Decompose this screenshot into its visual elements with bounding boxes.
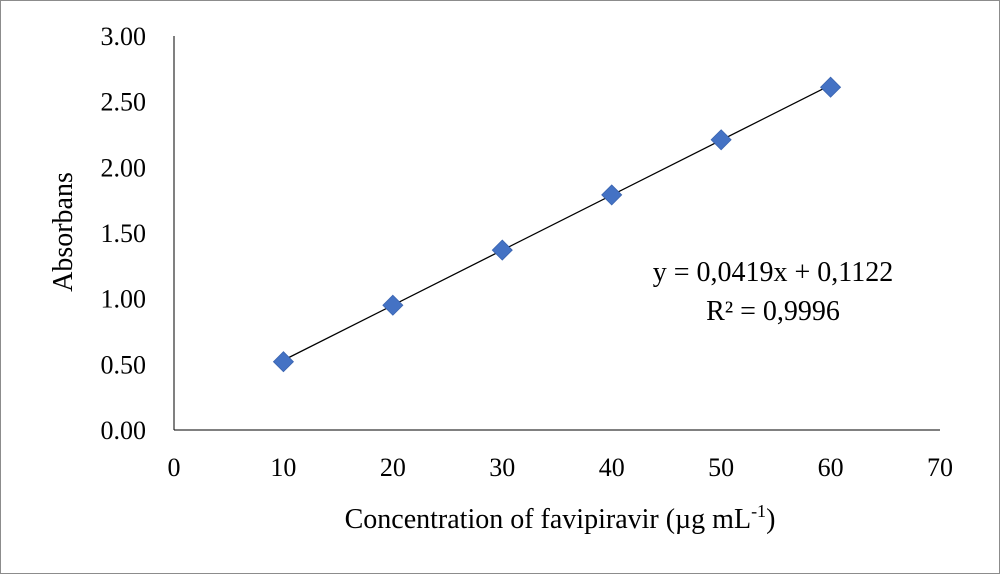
x-tick-label: 50 (708, 453, 734, 482)
trendline-group (283, 84, 831, 361)
data-point-diamond (820, 76, 842, 98)
x-tick-label: 70 (927, 453, 953, 482)
x-axis-title-main: Concentration of favipiravir (µg mL (345, 504, 751, 535)
axes (173, 36, 940, 431)
x-tick-label: 0 (168, 453, 181, 482)
trendline-equation: y = 0,0419x + 0,1122 (653, 257, 894, 288)
y-tick-label: 2.00 (101, 153, 147, 182)
data-point-diamond (601, 184, 623, 206)
x-axis-title-suffix: ) (766, 504, 775, 535)
data-point-diamond (382, 294, 404, 316)
data-point-diamond (491, 239, 513, 261)
x-axis-title-superscript: -1 (751, 501, 766, 521)
data-point-diamond (710, 129, 732, 151)
trendline (283, 84, 831, 361)
x-tick-label: 20 (380, 453, 406, 482)
data-point-diamond (272, 351, 294, 373)
y-tick-label: 2.50 (101, 88, 147, 117)
y-tick-label: 3.00 (101, 22, 147, 51)
x-tick-labels: 0 10 20 30 40 50 60 70 (168, 453, 954, 482)
x-tick-label: 30 (489, 453, 515, 482)
y-axis-title: Absorbans (48, 172, 79, 292)
x-tick-label: 10 (270, 453, 296, 482)
x-tick-label: 40 (599, 453, 625, 482)
data-points (272, 76, 842, 373)
x-axis-title: Concentration of favipiravir (µg mL-1) (345, 501, 776, 535)
trendline-r-squared: R² = 0,9996 (706, 296, 840, 327)
y-tick-label: 0.50 (101, 350, 147, 379)
y-tick-label: 1.00 (101, 285, 147, 314)
x-tick-label: 60 (818, 453, 844, 482)
y-tick-label: 0.00 (101, 416, 147, 445)
y-tick-label: 1.50 (101, 219, 147, 248)
y-tick-labels: 0.00 0.50 1.00 1.50 2.00 2.50 3.00 (101, 22, 147, 445)
